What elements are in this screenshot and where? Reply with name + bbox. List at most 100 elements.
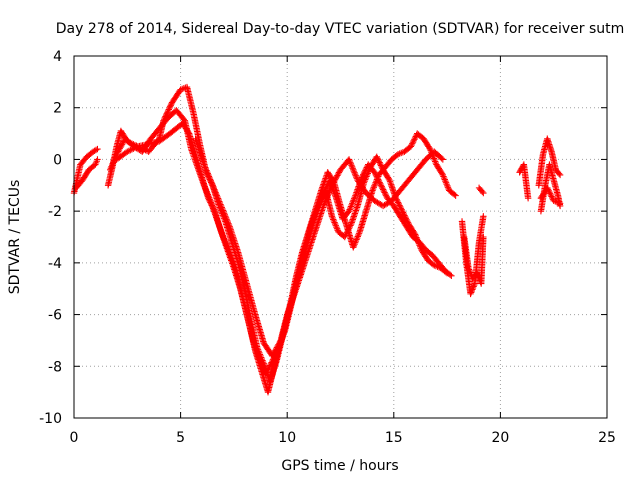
- series-track-13: [537, 184, 564, 207]
- data-point: [479, 188, 486, 195]
- data-point: [118, 142, 125, 149]
- data-point: [128, 146, 136, 153]
- y-tick-label: -8: [48, 359, 62, 375]
- data-point: [326, 186, 334, 193]
- x-tick-label: 5: [176, 430, 185, 446]
- data-point: [346, 206, 353, 213]
- data-point: [207, 199, 214, 206]
- data-point: [411, 136, 418, 143]
- data-point: [430, 155, 438, 162]
- data-point: [349, 165, 356, 172]
- data-point: [265, 365, 272, 372]
- data-point: [442, 179, 450, 186]
- data-point: [348, 201, 355, 209]
- data-point: [353, 173, 360, 181]
- data-point: [333, 173, 340, 181]
- data-point: [329, 180, 336, 188]
- data-point: [315, 200, 323, 208]
- data-point: [205, 195, 212, 202]
- data-point: [212, 189, 219, 196]
- data-point: [442, 177, 449, 185]
- data-point: [350, 244, 357, 251]
- x-tick-label: 0: [70, 430, 79, 446]
- data-point: [331, 177, 338, 185]
- data-point: [203, 167, 210, 174]
- data-point: [467, 269, 474, 276]
- data-point: [347, 204, 354, 212]
- data-point: [382, 190, 389, 198]
- data-point: [549, 194, 556, 202]
- data-point: [334, 172, 341, 179]
- data-point: [353, 234, 361, 242]
- data-point: [166, 104, 173, 112]
- data-point: [347, 203, 355, 210]
- data-point: [394, 197, 401, 205]
- data-point: [267, 360, 275, 368]
- x-tick-labels: 0 5 10 15 20 25: [70, 430, 616, 446]
- data-point: [359, 172, 366, 180]
- data-point: [256, 357, 263, 365]
- chart-title: Day 278 of 2014, Sidereal Day-to-day VTE…: [56, 21, 625, 37]
- data-point: [114, 148, 122, 155]
- data-point: [465, 266, 473, 273]
- data-point: [361, 168, 368, 175]
- y-tick-label: -4: [48, 256, 62, 272]
- data-point: [349, 198, 357, 206]
- axis-ticks: [73, 55, 608, 419]
- grid: [74, 56, 607, 418]
- data-point: [408, 141, 415, 149]
- data-point: [378, 183, 385, 190]
- data-point: [351, 171, 359, 178]
- data-point: [259, 365, 267, 372]
- data-point: [371, 182, 378, 190]
- data-point: [555, 170, 563, 177]
- data-point: [108, 163, 115, 170]
- data-point: [465, 264, 472, 272]
- data-point: [369, 185, 377, 193]
- data-point: [395, 200, 402, 208]
- data-point: [264, 367, 271, 375]
- data-point: [269, 352, 276, 360]
- data-point: [211, 187, 219, 195]
- data-point: [167, 102, 174, 109]
- data-point: [353, 175, 361, 182]
- data-point: [353, 236, 360, 243]
- data-point: [410, 137, 417, 144]
- data-point: [326, 187, 333, 195]
- data-point: [258, 362, 265, 369]
- data-point: [426, 145, 434, 153]
- data-point: [378, 163, 385, 171]
- series-track-2: [72, 156, 101, 192]
- data-point: [371, 169, 378, 176]
- data-point: [225, 220, 232, 227]
- data-point: [216, 199, 224, 207]
- data-marks: [70, 83, 564, 396]
- data-point: [448, 272, 455, 279]
- data-point: [556, 200, 564, 207]
- data-point: [205, 171, 212, 179]
- data-point: [474, 271, 481, 278]
- data-point: [207, 177, 214, 185]
- data-point: [355, 231, 362, 239]
- data-point: [466, 267, 473, 275]
- data-point: [440, 174, 448, 182]
- data-point: [107, 166, 114, 173]
- data-point: [377, 162, 385, 169]
- data-point: [394, 199, 402, 206]
- data-point: [272, 345, 280, 353]
- data-point: [432, 159, 439, 167]
- data-point: [345, 207, 353, 215]
- data-point: [206, 176, 214, 183]
- data-point: [276, 338, 284, 346]
- data-point: [444, 184, 452, 191]
- data-point: [440, 173, 447, 180]
- data-point: [369, 187, 376, 194]
- data-point: [210, 206, 218, 213]
- data-point: [439, 171, 447, 179]
- data-point: [544, 186, 552, 193]
- data-point: [358, 174, 366, 181]
- data-point: [370, 184, 377, 191]
- data-point: [202, 165, 210, 173]
- data-point: [322, 198, 329, 205]
- x-tick-label: 15: [385, 430, 403, 446]
